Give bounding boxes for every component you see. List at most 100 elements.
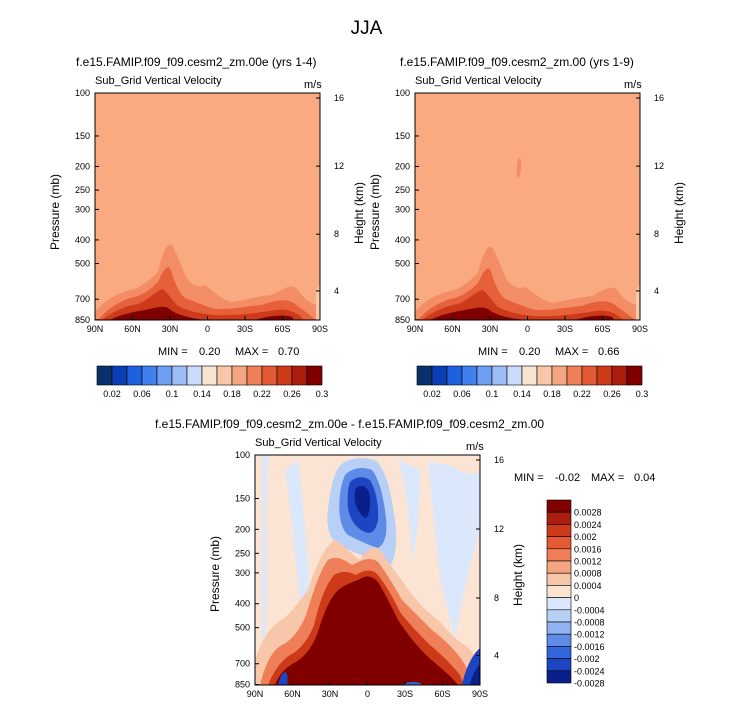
panel1-ytick-label: 400	[75, 235, 90, 245]
panel1-ytick-label: 500	[75, 259, 90, 269]
panel2-y2tick-label: 16	[654, 93, 664, 103]
colorbar3-swatch	[546, 658, 572, 672]
colorbar3-label: -0.0016	[574, 642, 605, 652]
panel1-units: m/s	[304, 79, 322, 91]
colorbar3-swatch	[546, 646, 572, 659]
colorbar2-label: 0.22	[573, 389, 591, 399]
panel2-ytick-label: 700	[395, 294, 410, 304]
colorbar3-label: -0.002	[574, 654, 600, 664]
colorbar2-swatch	[551, 365, 568, 386]
panel3-blue-bands	[262, 455, 480, 660]
panel3-xtick-label: 30S	[397, 689, 413, 699]
panel3-blue-mid	[402, 681, 422, 685]
panel1-xtick-label: 0	[205, 324, 210, 334]
panel2-title: f.e15.FAMIP.f09_f09.cesm2_zm.00 (yrs 1-9…	[400, 55, 634, 69]
panel3-subtitle: Sub_Grid Vertical Velocity	[255, 437, 382, 449]
colorbar1-swatch	[201, 365, 218, 386]
panel3-xtick-label: 90N	[247, 689, 264, 699]
panel1-max-value: 0.70	[278, 346, 300, 358]
panel2-ytick-label: 200	[395, 161, 410, 171]
colorbar2-label: 0.26	[603, 389, 621, 399]
colorbar2-swatch	[596, 365, 613, 386]
colorbar3-label: -0.0008	[574, 618, 605, 628]
panel3-blue-corner-2	[470, 664, 480, 685]
panel1-ytick-label: 200	[75, 161, 90, 171]
panel2-subtitle: Sub_Grid Vertical Velocity	[415, 75, 542, 87]
colorbar3-label: -0.0028	[574, 679, 605, 689]
colorbar2-label: 0.14	[513, 389, 531, 399]
panel3-y2tick-label: 8	[494, 593, 499, 603]
colorbar2-swatch	[506, 365, 523, 386]
panel2-xtick-label: 60N	[444, 324, 461, 334]
colorbar1-label: 0.3	[316, 389, 329, 399]
panel2-contour-4	[430, 307, 614, 320]
panel2-ytick-label: 100	[395, 88, 410, 98]
panel2-background	[415, 93, 640, 320]
panel2-xtick-label: 60S	[594, 324, 610, 334]
colorbar3-swatch	[546, 585, 572, 598]
main-title: JJA	[350, 18, 383, 39]
panel3-min-value: -0.02	[555, 472, 581, 484]
panel2-contour-5	[636, 285, 640, 320]
panel1-min-label: MIN =	[158, 346, 188, 358]
panel1-xtick-label: 30N	[162, 324, 179, 334]
panel1-ytick-label: 150	[75, 131, 90, 141]
panel3-red-core	[275, 576, 458, 685]
panel1-ytick-label: 100	[75, 88, 90, 98]
colorbar3-label: 0.0016	[574, 544, 602, 554]
colorbar3-swatch	[546, 560, 572, 574]
panel3-y2tick-label: 4	[494, 651, 499, 661]
panel2-xtick-label: 0	[525, 324, 530, 334]
colorbar2-swatch	[581, 365, 598, 386]
panel1-contour-4	[110, 306, 294, 320]
panel3-max-label: MAX =	[591, 472, 625, 484]
panel1-y2tick-label: 12	[334, 161, 344, 171]
colorbar3-label: 0.002	[574, 532, 597, 542]
panel3-xtick-label: 90S	[472, 689, 488, 699]
panel3-units: m/s	[466, 441, 484, 453]
panel1-xtick-label: 90N	[87, 324, 104, 334]
panel1-xtick-label: 30S	[237, 324, 253, 334]
panel3-min-label: MIN =	[514, 472, 544, 484]
panel3-max-value: 0.04	[634, 472, 656, 484]
panel1-field	[94, 92, 321, 321]
colorbar2-swatch	[566, 365, 583, 386]
colorbar1-swatch	[186, 365, 203, 386]
panel2-max-label: MAX =	[555, 346, 589, 358]
panel3-ytick-label: 700	[235, 659, 250, 669]
panel1-background	[95, 93, 320, 320]
panel2-blob	[516, 158, 522, 178]
panel3-upper-blue-4	[354, 485, 370, 518]
panel3-ytick-label: 400	[235, 599, 250, 609]
panel2-xtick-label: 90S	[632, 324, 648, 334]
colorbar1-label: 0.02	[103, 389, 121, 399]
panel2-y2tick-label: 8	[654, 229, 659, 239]
panel3-blue-left	[278, 672, 288, 685]
colorbar3-swatch	[546, 597, 572, 611]
panel2-ytick-label: 300	[395, 204, 410, 214]
colorbar2-swatch	[536, 365, 553, 386]
colorbar1-swatch	[246, 365, 263, 386]
colorbar3-label: -0.0012	[574, 630, 605, 640]
panel3-xtick-label: 30N	[322, 689, 339, 699]
colorbar1-swatch	[261, 365, 278, 386]
colorbar2-swatch	[461, 365, 478, 386]
colorbar1-label: 0.06	[133, 389, 151, 399]
panel3-xtick-label: 60S	[434, 689, 450, 699]
colorbar3-swatch	[546, 621, 572, 635]
colorbar1-swatch	[276, 365, 293, 386]
colorbar1-swatch	[291, 365, 308, 386]
panel3-ytick-label: 500	[235, 623, 250, 633]
colorbar1-label: 0.14	[193, 389, 211, 399]
panel3-ytick-label: 150	[235, 493, 250, 503]
colorbar2-swatch	[491, 365, 508, 386]
colorbar3-swatch	[546, 511, 572, 525]
colorbar3-swatch	[546, 524, 572, 537]
colorbar1-swatch	[141, 365, 158, 386]
panel2-ytick-label: 250	[395, 185, 410, 195]
panel1-contour-5	[316, 285, 320, 320]
colorbar1-swatch	[306, 365, 323, 386]
